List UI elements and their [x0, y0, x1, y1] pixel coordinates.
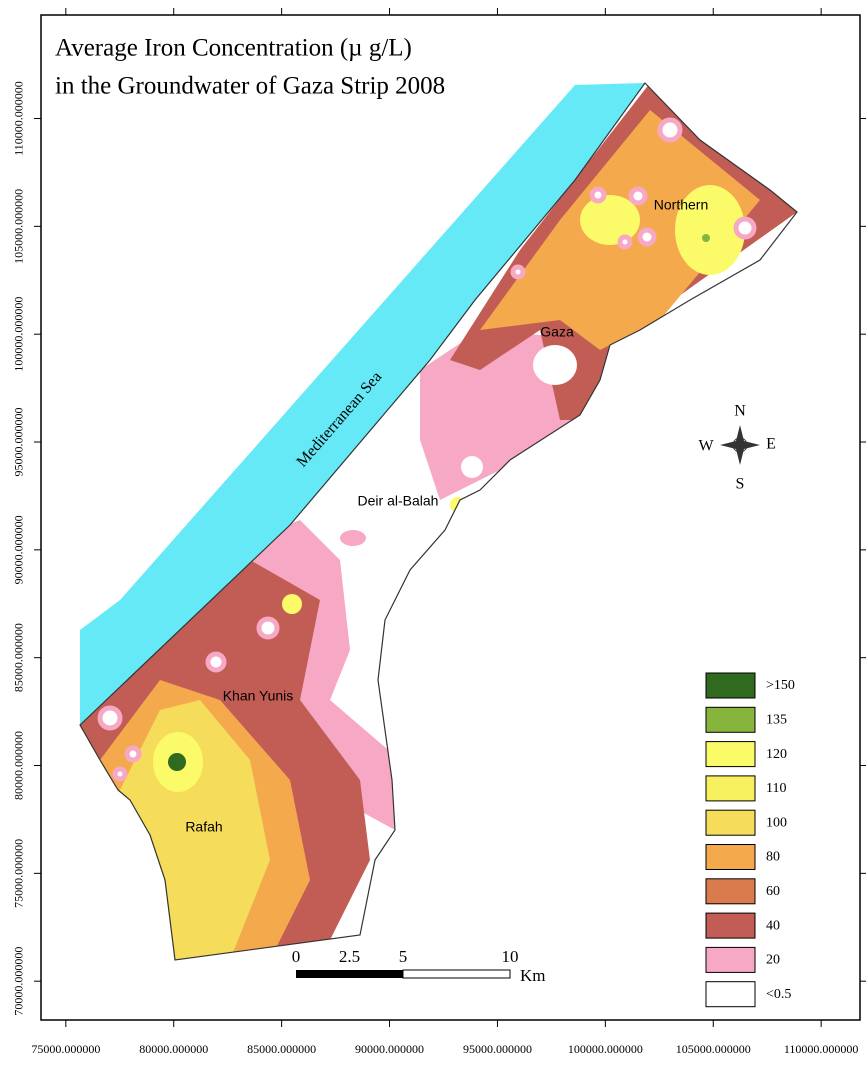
compass-label: W — [698, 438, 714, 455]
place-label: Deir al-Balah — [358, 493, 439, 509]
legend-label: 20 — [766, 953, 780, 968]
legend-label: 80 — [766, 850, 780, 865]
legend-label: 60 — [766, 884, 780, 899]
y-tick-label: 110000.000000 — [12, 81, 26, 156]
legend-label: <0.5 — [766, 987, 791, 1002]
legend-swatch — [705, 912, 756, 939]
legend-swatch — [705, 981, 756, 1008]
place-label: Khan Yunis — [223, 688, 294, 704]
zone — [168, 753, 186, 771]
legend-swatch — [705, 946, 756, 973]
scale-label: 5 — [399, 947, 408, 966]
place-label: Gaza — [540, 324, 574, 340]
legend-label: 135 — [766, 713, 787, 728]
scale-segment — [402, 969, 511, 979]
compass-label: S — [736, 476, 745, 493]
y-tick-label: 85000.000000 — [12, 623, 26, 692]
y-tick-label: 70000.000000 — [12, 947, 26, 1016]
place-label: Northern — [654, 197, 708, 213]
compass-rose — [720, 425, 760, 465]
legend-swatch — [705, 878, 756, 905]
compass: N S W E — [698, 403, 775, 493]
title-line: Average Iron Concentration (µ g/L) — [55, 35, 412, 62]
zone — [702, 234, 710, 242]
legend-swatch — [705, 741, 756, 768]
zone — [580, 195, 640, 245]
compass-label: E — [766, 436, 776, 453]
zone — [675, 185, 745, 275]
zone — [533, 345, 577, 385]
legend-swatch — [705, 706, 756, 733]
compass-label: N — [734, 403, 746, 420]
legend-label: 40 — [766, 918, 780, 933]
x-tick-label: 75000.000000 — [31, 1042, 100, 1056]
zone — [340, 530, 366, 546]
legend-swatch — [705, 844, 756, 870]
x-tick-label: 110000.000000 — [784, 1042, 859, 1056]
sea — [80, 83, 645, 725]
y-tick-label: 100000.000000 — [12, 297, 26, 372]
legend-label: >150 — [766, 678, 795, 693]
x-tick-label: 105000.000000 — [676, 1042, 751, 1056]
legend-label: 120 — [766, 747, 787, 762]
title-line: in the Groundwater of Gaza Strip 2008 — [55, 73, 445, 100]
y-tick-label: 105000.000000 — [12, 189, 26, 264]
y-tick-label: 95000.000000 — [12, 408, 26, 477]
y-tick-label: 75000.000000 — [12, 839, 26, 908]
scale-label: 2.5 — [339, 947, 360, 966]
x-tick-label: 90000.000000 — [355, 1042, 424, 1056]
y-tick-label: 90000.000000 — [12, 515, 26, 584]
strip-outline — [79, 82, 798, 961]
scale-label: 0 — [292, 947, 301, 966]
zone — [282, 594, 302, 614]
hot-spots — [97, 117, 757, 782]
legend-label: 100 — [766, 815, 787, 830]
legend-label: 110 — [766, 781, 786, 796]
legend-swatch — [705, 775, 756, 802]
x-tick-label: 95000.000000 — [463, 1042, 532, 1056]
scale-unit: Km — [520, 966, 546, 985]
scale-segment — [296, 970, 403, 978]
legend-swatch — [705, 809, 756, 836]
x-tick-label: 85000.000000 — [247, 1042, 316, 1056]
y-tick-label: 80000.000000 — [12, 731, 26, 800]
compass-ring — [732, 437, 748, 453]
x-tick-label: 80000.000000 — [139, 1042, 208, 1056]
place-label: Rafah — [185, 819, 222, 835]
scale-label: 10 — [502, 947, 519, 966]
x-tick-label: 100000.000000 — [568, 1042, 643, 1056]
legend-swatch — [705, 672, 756, 699]
zone — [461, 456, 483, 478]
